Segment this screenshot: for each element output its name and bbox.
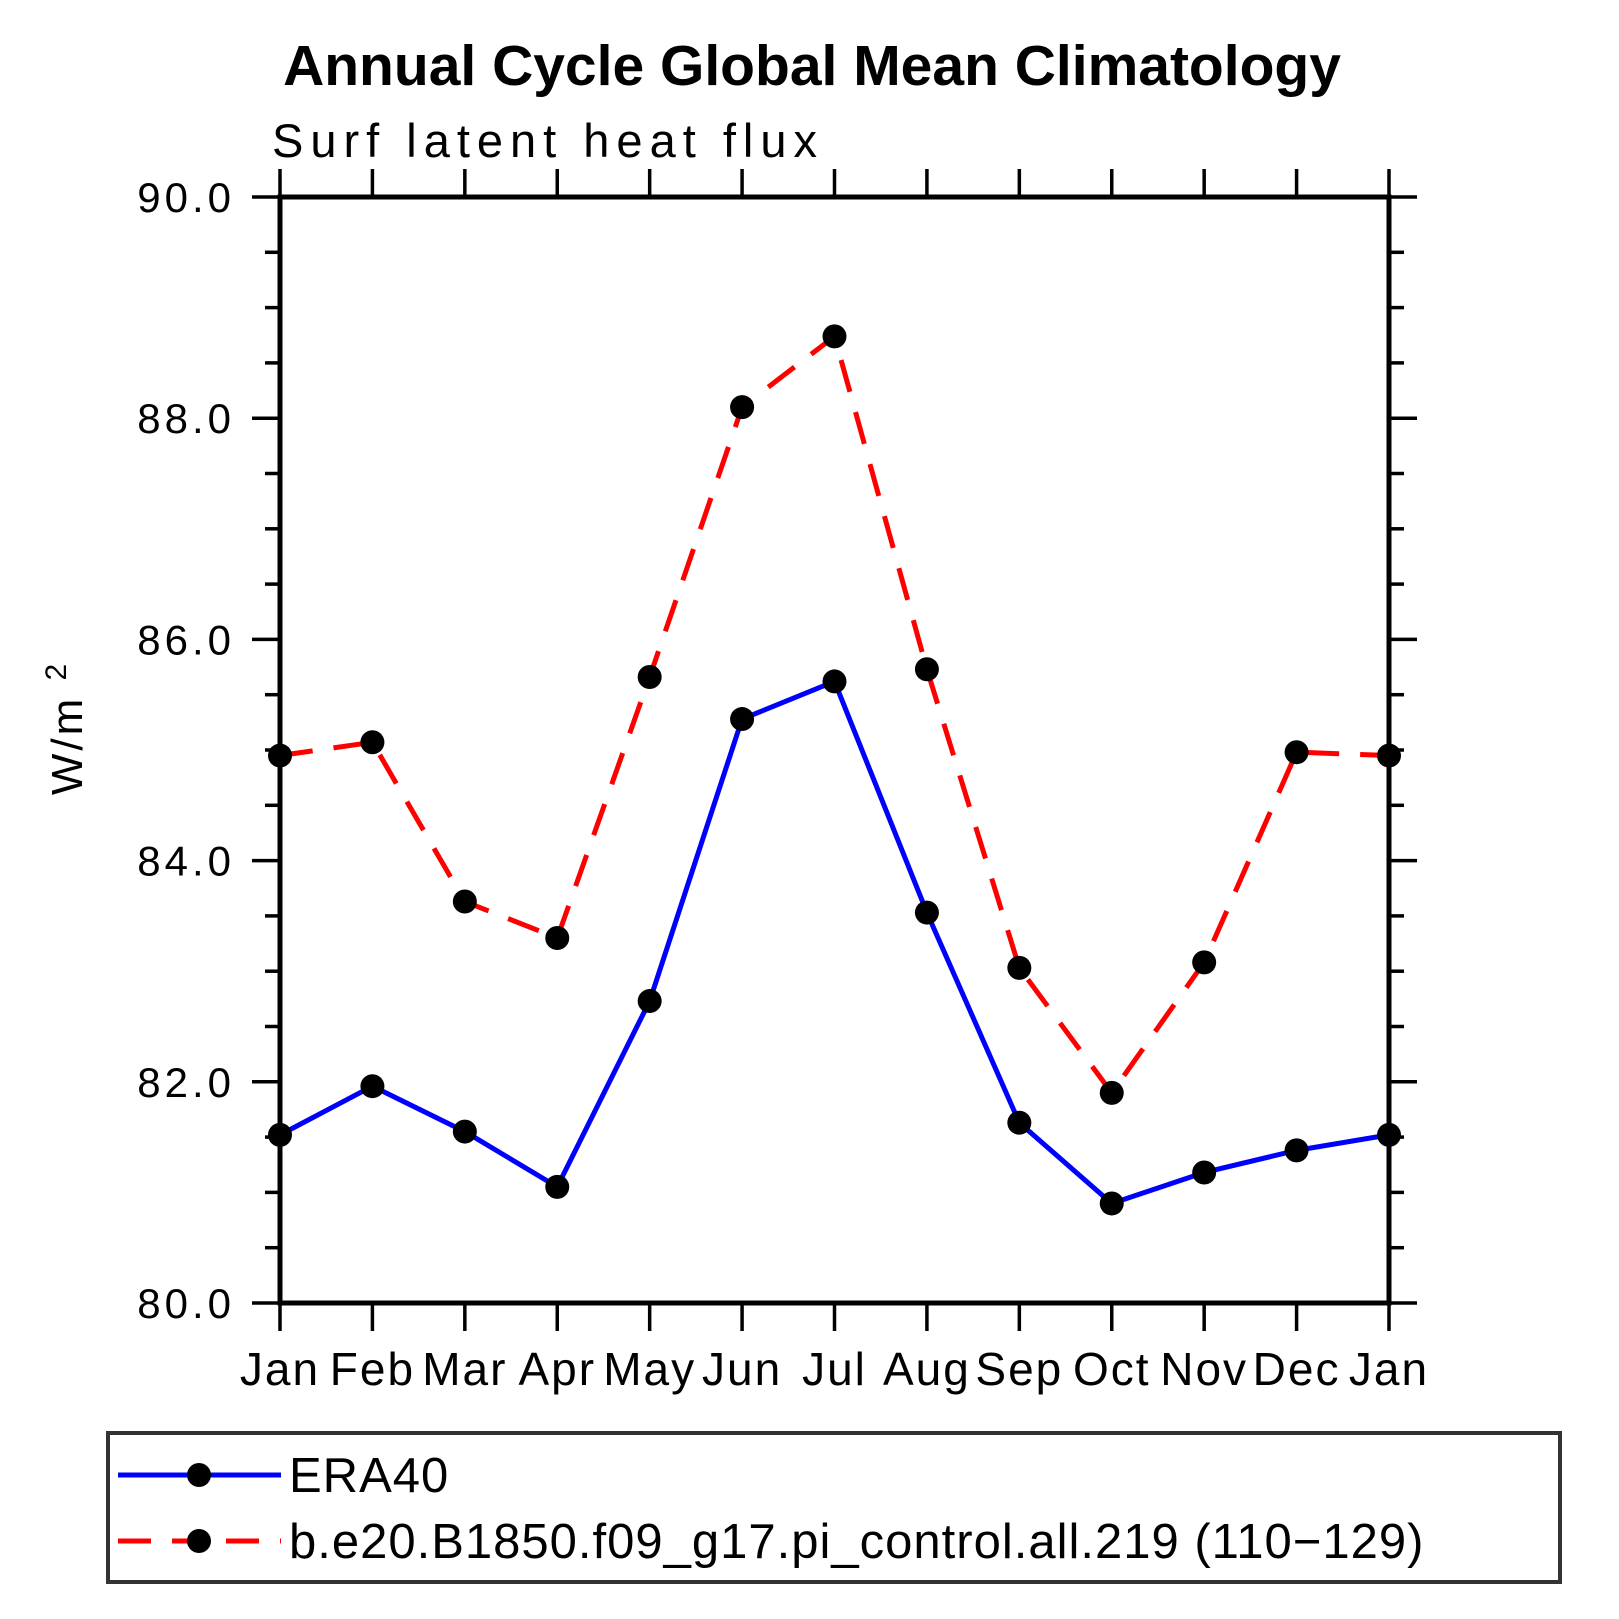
x-tick-label: Feb — [330, 1343, 415, 1395]
data-point — [730, 395, 755, 420]
series-line-model — [279, 333, 1390, 1096]
y-tick-label: 88.0 — [137, 395, 235, 442]
data-point — [1007, 1110, 1032, 1135]
data-point — [360, 1074, 385, 1099]
x-tick-label: Oct — [1073, 1343, 1151, 1395]
data-point — [1007, 955, 1032, 980]
chart-title: Annual Cycle Global Mean Climatology — [283, 34, 1341, 98]
y-tick-label: 80.0 — [137, 1280, 235, 1327]
chart-subtitle: Surf latent heat flux — [272, 114, 824, 167]
series-line-era40 — [278, 678, 1390, 1206]
plot-border — [277, 194, 1392, 1306]
data-point — [268, 1122, 292, 1147]
y-tick-label: 90.0 — [137, 174, 235, 221]
data-point — [1284, 740, 1309, 765]
data-point — [1099, 1191, 1124, 1216]
y-tick-label: 84.0 — [137, 838, 235, 885]
data-point — [822, 669, 847, 694]
data-point — [730, 707, 755, 732]
x-tick-label: Jan — [240, 1343, 320, 1395]
x-tick-label: Jan — [1349, 1343, 1429, 1395]
x-tick-label: Jun — [702, 1343, 782, 1395]
data-point — [1192, 950, 1217, 975]
x-tick-label: Aug — [883, 1343, 971, 1395]
data-point — [268, 743, 292, 768]
x-tick-label: Nov — [1160, 1343, 1248, 1395]
data-point — [637, 989, 662, 1014]
data-point — [545, 1174, 570, 1199]
data-point — [914, 657, 939, 682]
axis-ticks — [252, 169, 1417, 1331]
y-axis-name: W/m 2 — [40, 661, 92, 795]
y-tick-label: 82.0 — [137, 1059, 235, 1106]
x-tick-label: Mar — [422, 1343, 507, 1395]
y-axis-name-exponent: 2 — [40, 661, 73, 681]
legend-label-model: b.e20.B1850.f09_g17.pi_control.all.219 (… — [289, 1515, 1424, 1569]
x-tick-label: Jul — [802, 1343, 867, 1395]
x-tick-label: May — [603, 1343, 696, 1395]
x-tick-label: Sep — [975, 1343, 1063, 1395]
data-point — [1192, 1160, 1217, 1185]
x-tick-label: Apr — [518, 1343, 596, 1395]
data-point — [452, 889, 477, 914]
data-point — [360, 730, 385, 755]
data-point — [914, 900, 939, 925]
data-series — [268, 324, 1401, 1216]
data-point — [545, 926, 570, 951]
y-axis-name-base: W/m — [43, 696, 92, 795]
plot-frame — [277, 194, 1392, 1306]
legend: ERA40 b.e20.B1850.f09_g17.pi_control.all… — [106, 1431, 1562, 1584]
legend-label-era40: ERA40 — [289, 1449, 449, 1503]
data-point — [822, 324, 847, 349]
data-point — [637, 665, 662, 690]
x-tick-label: Dec — [1253, 1343, 1341, 1395]
legend-marker-model — [187, 1529, 211, 1553]
data-point — [1377, 1122, 1401, 1147]
legend-box — [106, 1431, 1562, 1584]
legend-marker-era40 — [187, 1463, 211, 1487]
data-point — [1377, 743, 1401, 768]
data-point — [452, 1119, 477, 1144]
data-point — [1099, 1080, 1124, 1105]
data-point — [1284, 1138, 1309, 1163]
y-tick-label: 86.0 — [137, 616, 235, 663]
